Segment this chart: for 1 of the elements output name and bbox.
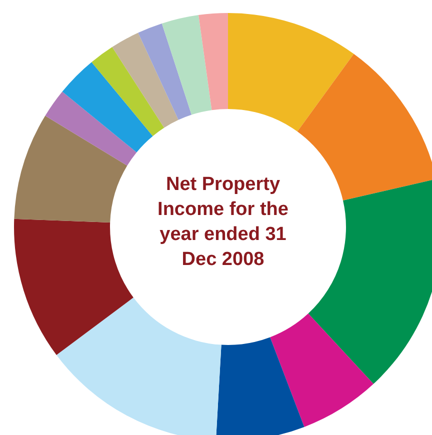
text: Net Property Income for the year ended 31 Dec 2008 (156, 173, 290, 272)
